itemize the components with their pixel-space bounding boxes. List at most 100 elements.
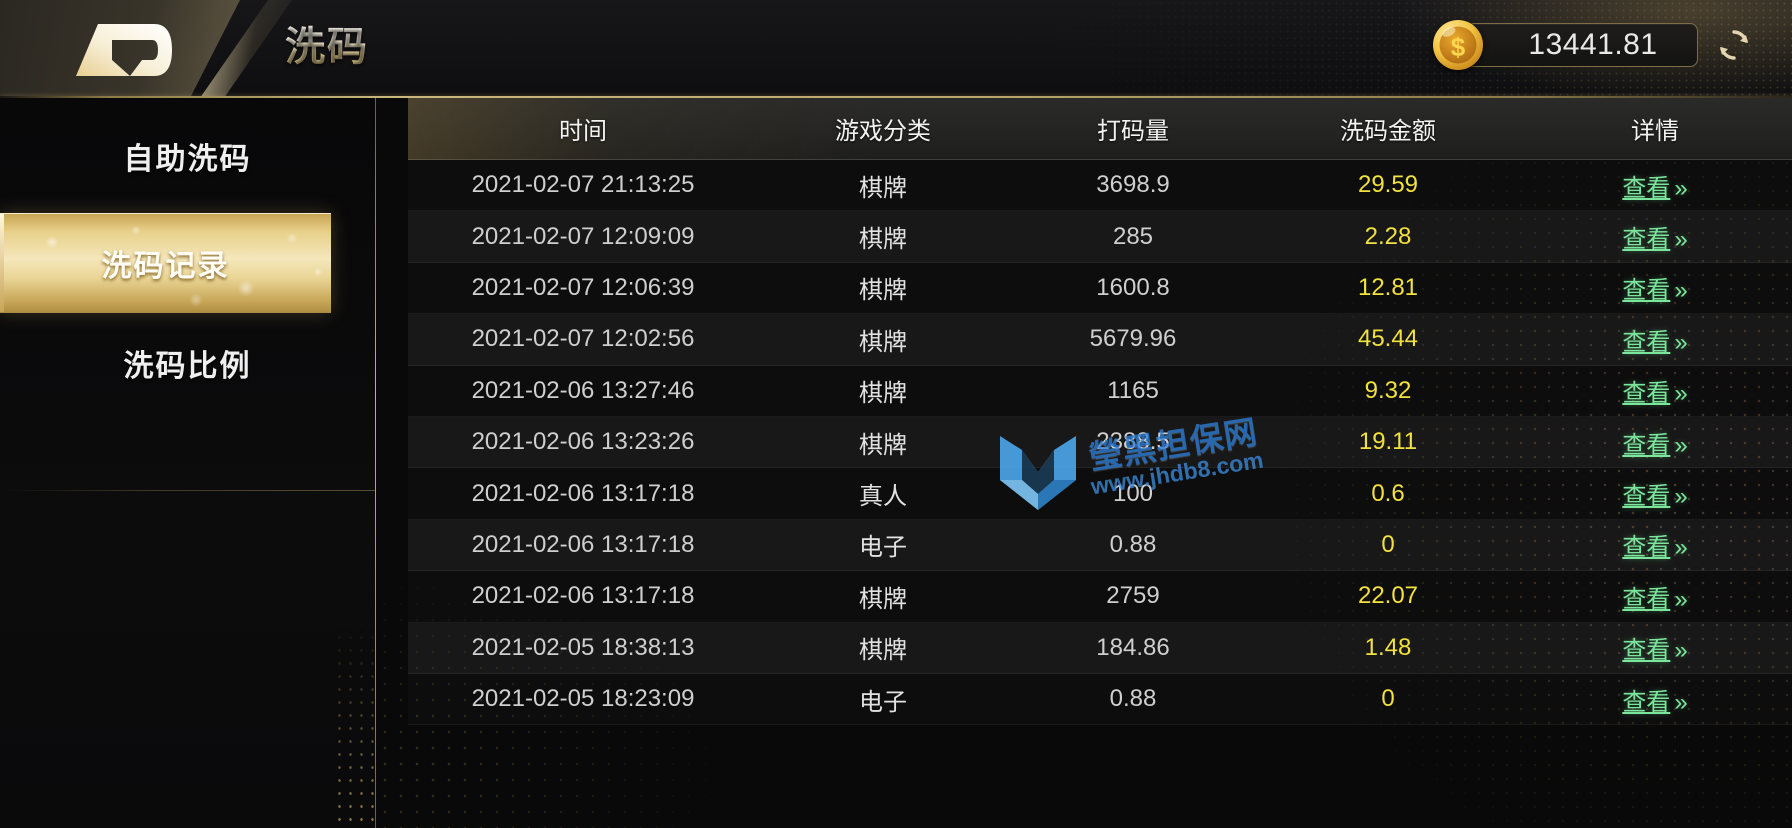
table-row: 2021-02-06 13:27:46 棋牌 1165 9.32 查看» <box>408 366 1792 417</box>
cell-time: 2021-02-07 12:06:39 <box>471 273 695 301</box>
cell-detail: 查看» <box>1518 168 1792 203</box>
main-content: 时间 游戏分类 打码量 洗码金额 详情 2021-02-07 21:13:25 棋… <box>377 98 1792 828</box>
cell-category: 棋牌 <box>859 585 907 613</box>
cell-category: 真人 <box>859 483 907 511</box>
column-header-bet: 打码量 <box>1097 118 1169 145</box>
cell-category: 棋牌 <box>859 277 907 305</box>
cell-category: 电子 <box>859 688 907 716</box>
cell-bet-amount: 100 <box>1112 479 1154 507</box>
table-row: 2021-02-07 12:02:56 棋牌 5679.96 45.44 查看» <box>408 314 1792 366</box>
sidebar-item-label: 自助洗码 <box>123 142 252 176</box>
cell-detail: 查看» <box>1518 373 1792 408</box>
view-detail-link[interactable]: 查看» <box>1622 585 1688 613</box>
refresh-circular-arrows-icon[interactable] <box>1712 23 1756 67</box>
chevron-double-right-icon: » <box>1674 328 1688 356</box>
view-detail-link[interactable]: 查看» <box>1622 431 1688 459</box>
cell-time: 2021-02-06 13:17:18 <box>471 582 695 610</box>
table-header-row: 时间 游戏分类 打码量 洗码金额 详情 <box>408 98 1792 160</box>
cell-rebate-amount: 0 <box>1381 685 1395 713</box>
view-detail-link[interactable]: 查看» <box>1622 637 1688 665</box>
view-detail-link[interactable]: 查看» <box>1622 328 1688 356</box>
sidebar-item-label: 洗码记录 <box>101 250 230 283</box>
cell-detail: 查看» <box>1518 630 1792 665</box>
chevron-double-right-icon: » <box>1674 277 1688 305</box>
brand-d-logo-icon[interactable] <box>68 10 178 90</box>
sidebar-item-self-service[interactable]: 自助洗码 <box>0 98 375 213</box>
cell-bet-amount: 5679.96 <box>1089 325 1177 353</box>
cell-category: 棋牌 <box>859 431 907 459</box>
cell-category: 电子 <box>859 534 907 562</box>
cell-category: 棋牌 <box>859 637 907 665</box>
sidebar: 自助洗码 洗码记录 洗码比例 <box>0 98 376 828</box>
cell-rebate-amount: 9.32 <box>1364 376 1412 404</box>
rebate-records-table: 时间 游戏分类 打码量 洗码金额 详情 2021-02-07 21:13:25 棋… <box>408 98 1792 726</box>
cell-time: 2021-02-05 18:23:09 <box>471 685 695 713</box>
view-detail-link[interactable]: 查看» <box>1622 483 1688 511</box>
cell-time: 2021-02-06 13:17:18 <box>471 530 695 558</box>
chevron-double-right-icon: » <box>1674 637 1688 665</box>
sidebar-item-rebate-records[interactable]: 洗码记录 <box>0 213 331 313</box>
table-row: 2021-02-06 13:17:18 棋牌 2759 22.07 查看» <box>408 571 1792 623</box>
cell-rebate-amount: 29.59 <box>1357 171 1419 199</box>
table-row: 2021-02-05 18:23:09 电子 0.88 0 查看» <box>408 674 1792 726</box>
cell-category: 棋牌 <box>859 380 907 408</box>
cell-detail: 查看» <box>1518 270 1792 305</box>
column-header-time: 时间 <box>559 118 607 145</box>
column-header-amount: 洗码金额 <box>1340 118 1436 145</box>
cell-bet-amount: 0.88 <box>1109 530 1157 558</box>
cell-bet-amount: 1600.8 <box>1096 273 1170 301</box>
cell-detail: 查看» <box>1518 579 1792 614</box>
cell-time: 2021-02-07 12:09:09 <box>471 222 695 250</box>
table-row: 2021-02-06 13:17:18 电子 0.88 0 查看» <box>408 519 1792 572</box>
table-row: 2021-02-07 21:13:25 棋牌 3698.9 29.59 查看» <box>408 160 1792 212</box>
cell-category: 棋牌 <box>859 226 907 254</box>
chevron-double-right-icon: » <box>1674 688 1688 716</box>
cell-time: 2021-02-06 13:17:18 <box>471 479 695 507</box>
cell-rebate-amount: 1.48 <box>1364 633 1412 661</box>
cell-time: 2021-02-07 21:13:25 <box>471 171 695 199</box>
sidebar-item-rebate-ratio[interactable]: 洗码比例 <box>0 313 375 413</box>
cell-time: 2021-02-06 13:27:46 <box>471 376 695 404</box>
balance-value: 13441.81 <box>1528 28 1658 61</box>
svg-text:$: $ <box>1451 32 1466 62</box>
cell-bet-amount: 285 <box>1112 222 1154 250</box>
cell-category: 棋牌 <box>859 174 907 202</box>
view-detail-link[interactable]: 查看» <box>1622 226 1688 254</box>
balance-area: $ 13441.81 <box>1432 17 1756 73</box>
cell-rebate-amount: 45.44 <box>1357 325 1419 353</box>
cell-bet-amount: 0.88 <box>1109 685 1157 713</box>
chevron-double-right-icon: » <box>1674 226 1688 254</box>
cell-detail: 查看» <box>1518 219 1792 254</box>
app-header: 洗码 $ <box>0 0 1792 98</box>
cell-rebate-amount: 0 <box>1381 530 1395 558</box>
page-title: 洗码 <box>285 14 369 72</box>
table-row: 2021-02-07 12:06:39 棋牌 1600.8 12.81 查看» <box>408 263 1792 315</box>
view-detail-link[interactable]: 查看» <box>1622 534 1688 562</box>
sidebar-divider <box>0 490 376 491</box>
cell-bet-amount: 184.86 <box>1096 633 1170 661</box>
balance-display[interactable]: 13441.81 <box>1466 23 1698 67</box>
table-body: 2021-02-07 21:13:25 棋牌 3698.9 29.59 查看» 2021-… <box>408 160 1792 726</box>
gold-coin-dollar-icon: $ <box>1432 19 1484 71</box>
view-detail-link[interactable]: 查看» <box>1622 688 1688 716</box>
table-row: 2021-02-06 13:17:18 真人 100 0.6 查看» <box>408 468 1792 520</box>
view-detail-link[interactable]: 查看» <box>1622 380 1688 408</box>
chevron-double-right-icon: » <box>1674 174 1688 202</box>
cell-category: 棋牌 <box>859 328 907 356</box>
cell-detail: 查看» <box>1518 476 1792 511</box>
sidebar-item-label: 洗码比例 <box>123 350 252 383</box>
view-detail-link[interactable]: 查看» <box>1622 277 1688 305</box>
chevron-double-right-icon: » <box>1674 380 1688 408</box>
view-detail-link[interactable]: 查看» <box>1622 174 1688 202</box>
chevron-double-right-icon: » <box>1674 585 1688 613</box>
table-row: 2021-02-06 13:23:26 棋牌 2388.5 19.11 查看» <box>408 416 1792 469</box>
cell-time: 2021-02-05 18:38:13 <box>471 633 695 661</box>
cell-bet-amount: 2759 <box>1106 582 1160 610</box>
cell-rebate-amount: 19.11 <box>1358 428 1418 456</box>
cell-time: 2021-02-06 13:23:26 <box>471 428 695 456</box>
cell-rebate-amount: 12.81 <box>1357 273 1419 301</box>
cell-bet-amount: 2388.5 <box>1096 428 1170 456</box>
column-header-category: 游戏分类 <box>835 118 931 145</box>
cell-time: 2021-02-07 12:02:56 <box>471 325 695 353</box>
column-header-detail: 详情 <box>1631 118 1679 145</box>
